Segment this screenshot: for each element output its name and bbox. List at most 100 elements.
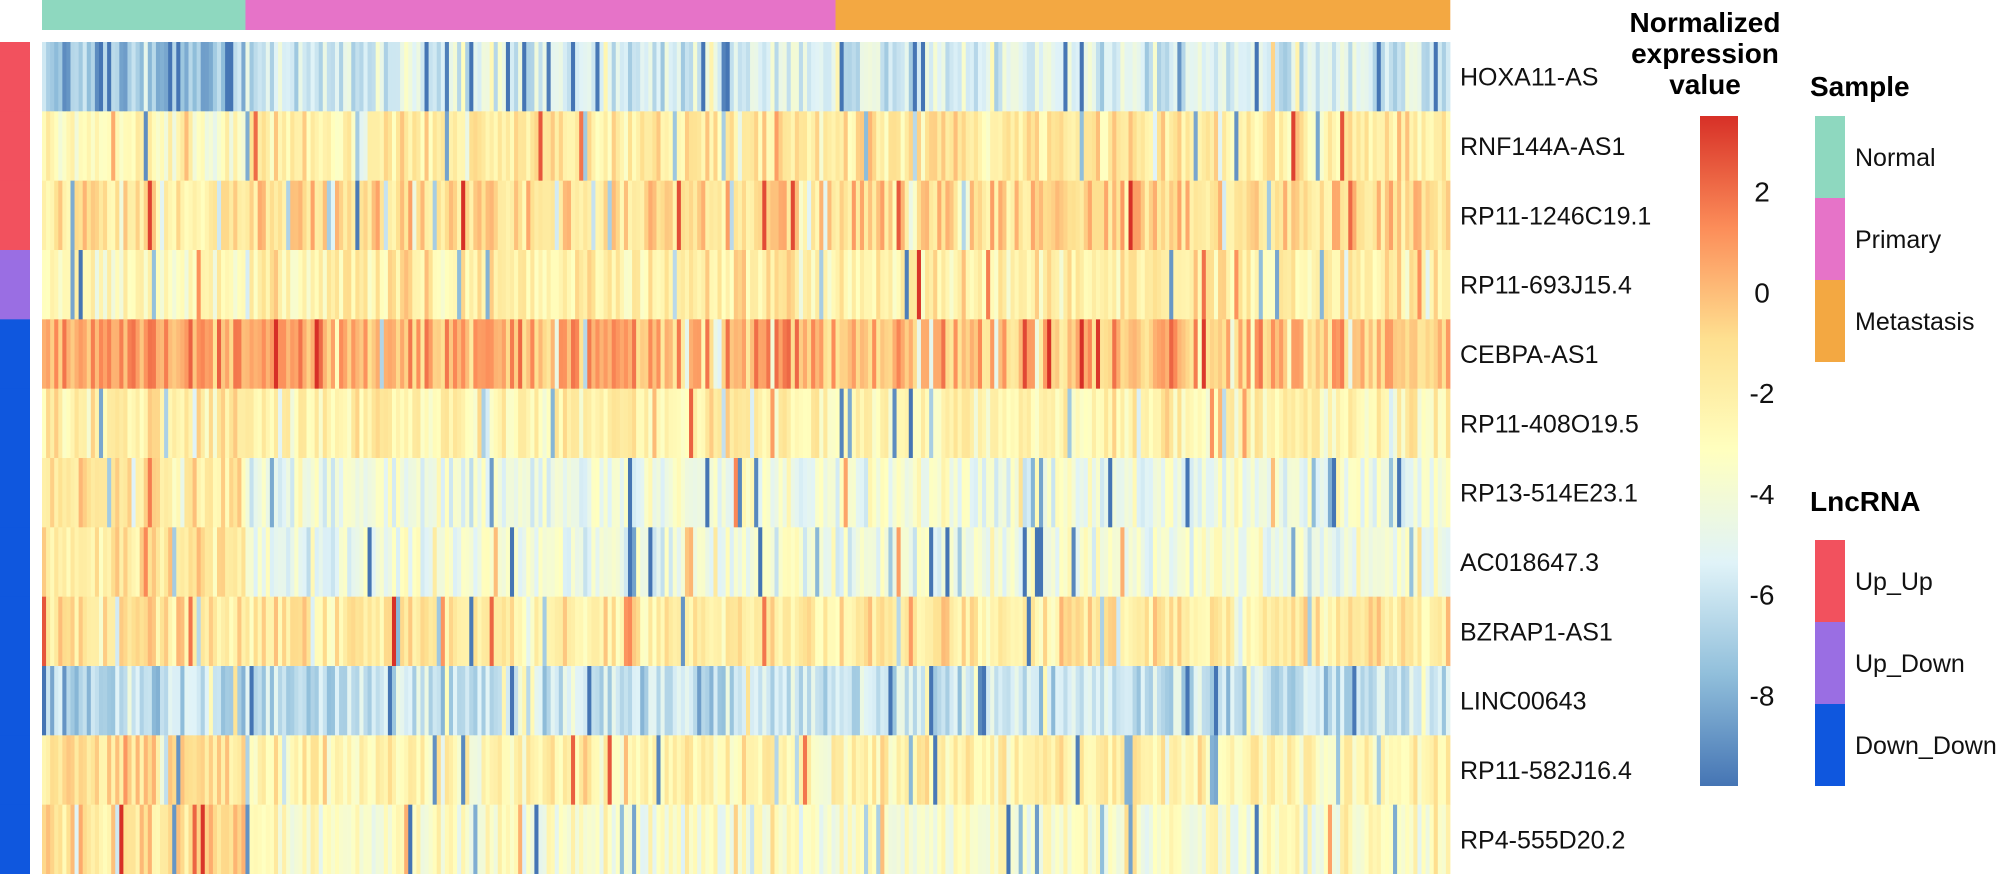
heatmap-cell — [900, 735, 906, 806]
heatmap-cell — [216, 527, 222, 598]
heatmap-cell — [135, 666, 141, 736]
heatmap-cell — [562, 596, 568, 667]
heatmap-cell — [363, 596, 368, 667]
heatmap-cell — [660, 527, 666, 598]
heatmap-cell — [1030, 596, 1036, 667]
heatmap-cell — [505, 42, 511, 112]
heatmap-cell — [880, 111, 885, 182]
heatmap-cell — [538, 804, 543, 874]
heatmap-cell — [1006, 527, 1011, 598]
heatmap-cell — [794, 735, 800, 806]
heatmap-cell — [54, 180, 59, 251]
heatmap-cell — [957, 666, 963, 736]
heatmap-cell — [103, 804, 108, 874]
heatmap-cell — [416, 735, 421, 806]
heatmap-cell — [599, 596, 604, 667]
heatmap-cell — [994, 42, 999, 112]
heatmap-cell — [811, 250, 816, 320]
heatmap-cell — [1157, 458, 1162, 528]
heatmap-cell — [1368, 666, 1374, 736]
heatmap-cell — [575, 250, 580, 320]
heatmap-cell — [200, 42, 206, 112]
heatmap-cell — [383, 804, 389, 874]
heatmap-cell — [1038, 388, 1044, 459]
heatmap-cell — [1393, 180, 1398, 251]
heatmap-cell — [1022, 111, 1028, 182]
heatmap-cell — [1169, 42, 1174, 112]
heatmap-cell — [587, 388, 592, 459]
heatmap-cell — [778, 596, 784, 667]
heatmap-cell — [1140, 388, 1146, 459]
heatmap-cell — [644, 735, 649, 806]
heatmap-cell — [1071, 250, 1077, 320]
heatmap-cell — [709, 250, 714, 320]
heatmap-cell — [216, 42, 222, 112]
heatmap-cell — [798, 111, 804, 182]
heatmap-cell — [1405, 596, 1410, 667]
heatmap-cell — [876, 250, 881, 320]
heatmap-cell — [648, 180, 653, 251]
heatmap-cell — [1226, 180, 1231, 251]
heatmap-cell — [70, 804, 75, 874]
heatmap-cell — [204, 388, 210, 459]
heatmap-cell — [1275, 111, 1280, 182]
heatmap-cell — [676, 596, 682, 667]
heatmap-cell — [591, 458, 596, 528]
heatmap-cell — [542, 596, 547, 667]
heatmap-cell — [664, 458, 670, 528]
heatmap-cell — [1258, 527, 1264, 598]
heatmap-cell — [391, 735, 397, 806]
heatmap-cell — [1185, 666, 1190, 736]
heatmap-cell — [888, 527, 893, 598]
heatmap-cell — [933, 458, 938, 528]
heatmap-cell — [1364, 250, 1370, 320]
heatmap-cell — [74, 735, 80, 806]
heatmap-cell — [135, 180, 141, 251]
heatmap-cell — [233, 527, 238, 598]
heatmap-cell — [595, 527, 600, 598]
heatmap-cell — [253, 388, 259, 459]
heatmap-cell — [1275, 804, 1280, 874]
heatmap-cell — [326, 250, 332, 320]
heatmap-cell — [607, 250, 613, 320]
heatmap-cell — [754, 735, 759, 806]
heatmap-cell — [1222, 250, 1227, 320]
heatmap-cell — [851, 388, 857, 459]
heatmap-cell — [969, 319, 975, 390]
heatmap-cell — [50, 42, 55, 112]
heatmap-cell — [542, 250, 547, 320]
heatmap-cell — [326, 458, 332, 528]
heatmap-cell — [798, 319, 804, 390]
heatmap-cell — [1104, 458, 1109, 528]
heatmap-cell — [46, 596, 51, 667]
heatmap-cell — [1177, 388, 1182, 459]
heatmap-cell — [864, 596, 869, 667]
heatmap-cell — [798, 42, 804, 112]
heatmap-cell — [1047, 42, 1052, 112]
heatmap-cell — [868, 388, 873, 459]
heatmap-cell — [436, 596, 442, 667]
heatmap-cell — [265, 596, 271, 667]
heatmap-cell — [790, 527, 796, 598]
heatmap-cell — [1242, 596, 1247, 667]
heatmap-cell — [1051, 666, 1056, 736]
heatmap-cell — [782, 666, 788, 736]
heatmap-cell — [306, 111, 311, 182]
heatmap-cell — [961, 735, 967, 806]
heatmap-cell — [78, 111, 84, 182]
heatmap-cell — [147, 180, 153, 251]
heatmap-cell — [1047, 319, 1052, 390]
heatmap-cell — [1441, 250, 1447, 320]
heatmap-cell — [1344, 596, 1349, 667]
heatmap-cell — [469, 596, 474, 667]
heatmap-cell — [1022, 666, 1028, 736]
heatmap-cell — [1356, 180, 1361, 251]
heatmap-cell — [249, 319, 255, 390]
heatmap-cell — [640, 666, 645, 736]
heatmap-cell — [391, 388, 397, 459]
heatmap-cell — [916, 42, 922, 112]
heatmap-cell — [302, 804, 307, 874]
heatmap-cell — [440, 527, 446, 598]
heatmap-cell — [204, 527, 210, 598]
heatmap-cell — [1319, 735, 1325, 806]
